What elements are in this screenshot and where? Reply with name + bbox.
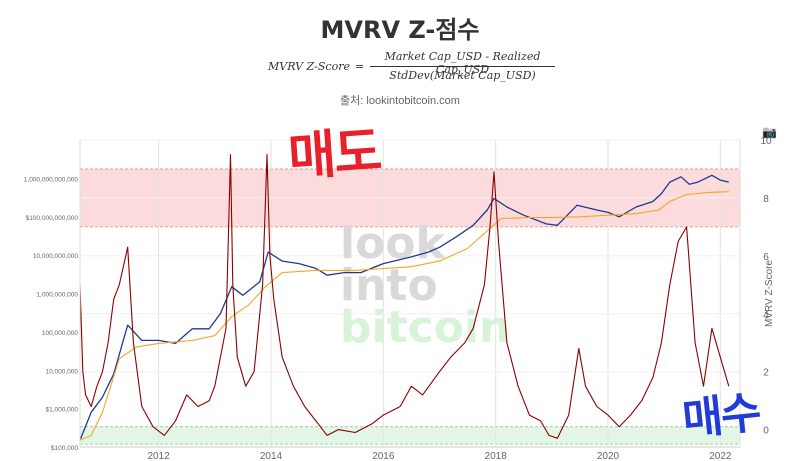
formula-equals: =	[355, 60, 365, 73]
y-right-tick-label: 10	[760, 136, 772, 147]
x-tick-label: 2016	[372, 451, 395, 461]
y-left-tick-label: $100,000	[51, 445, 78, 452]
watermark-text: look	[340, 218, 447, 269]
y-right-axis-label: MVRV Z-Score	[764, 260, 775, 327]
y-right-tick-label: 0	[763, 426, 769, 437]
y-right-tick-label: 8	[763, 194, 769, 205]
realized-cap-line	[79, 191, 729, 441]
series-layer	[79, 153, 730, 441]
y-right-tick-label: 6	[763, 252, 769, 263]
chart-title: MVRV Z-점수	[320, 16, 480, 44]
x-tick-label: 2012	[148, 451, 171, 461]
axes-layer: 2012 2014 2016 2018 2020 2022 $100,000 $1,000,0…	[24, 136, 775, 461]
x-tick-label: 2022	[709, 451, 732, 461]
grid-layer	[80, 139, 740, 447]
market-cap-line	[79, 174, 729, 441]
formula-denominator: StdDev(Market Cap_USD)	[389, 69, 536, 82]
buy-annotation: 매수	[680, 387, 762, 446]
formula-fraction-bar	[370, 66, 555, 67]
camera-icon[interactable]: 📷	[762, 125, 777, 139]
y-left-tick-label: 1,000,000,000	[36, 292, 78, 299]
y-right-tick-label: 4	[763, 310, 769, 321]
y-left-tick-label: $100,000,000,000	[26, 215, 79, 222]
y-right-tick-label: 2	[763, 368, 769, 379]
y-left-tick-label: 10,000,000	[45, 368, 78, 375]
z-score-line	[79, 153, 730, 439]
watermark-layer: lookintobitcoin	[340, 218, 510, 353]
watermark-text: bitcoin	[340, 302, 510, 353]
formula-lhs: MVRV Z-Score	[268, 60, 350, 73]
mvrv-chart: lookintobitcoin 2012 2014 2016 2018 2020 2022…	[24, 136, 775, 461]
formula: MVRV Z-Score = Market Cap_USD - Realized…	[0, 50, 800, 86]
source-credit: 출처: lookintobitcoin.com	[340, 95, 460, 107]
sell-annotation: 매도	[286, 121, 383, 189]
y-left-tick-label: $1,000,000	[45, 407, 78, 414]
x-tick-label: 2020	[597, 451, 620, 461]
y-left-tick-label: 1,000,000,000,000	[24, 176, 79, 183]
buy-zone	[80, 426, 740, 445]
y-left-tick-label: 10,000,000,000	[33, 253, 79, 260]
y-left-tick-label: 100,000,000	[42, 330, 79, 337]
x-tick-label: 2014	[260, 451, 283, 461]
x-tick-label: 2018	[485, 451, 508, 461]
